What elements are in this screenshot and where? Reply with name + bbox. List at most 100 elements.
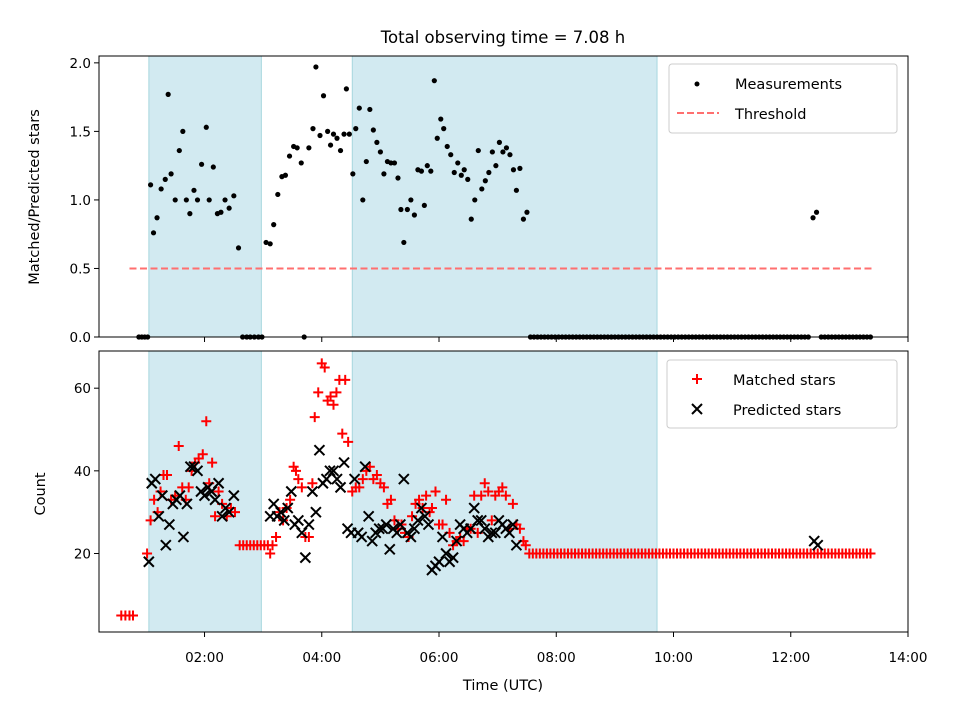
measurement-point [517, 165, 523, 171]
predicted-star-point [292, 514, 305, 527]
legend-matched-marker [692, 374, 702, 384]
matched-star-point [430, 486, 441, 497]
measurement-point [187, 211, 193, 217]
matched-star-point [437, 519, 448, 530]
measurement-point [428, 168, 434, 174]
bottom-plot-frame [98, 350, 909, 633]
measurement-point [367, 106, 373, 113]
measurement-point [162, 176, 168, 182]
y-tick-label: 1.0 [70, 193, 91, 209]
measurement-point [360, 197, 366, 203]
measurement-point [154, 215, 160, 221]
measurement-point [294, 145, 300, 151]
predicted-star-point [440, 547, 452, 560]
bottom-y-axis: 20 40 60 [74, 381, 99, 562]
matched-star-point [500, 490, 511, 501]
measurement-point [267, 241, 273, 247]
predicted-star-point [398, 473, 410, 485]
measurement-point [363, 158, 369, 165]
bottom-legend-box [666, 359, 898, 429]
matched-star-point [441, 494, 452, 505]
measurement-point [431, 78, 437, 84]
top-plot-frame [98, 55, 909, 338]
x-axis-label: Time (UTC) [462, 678, 543, 694]
measurement-point [158, 186, 164, 192]
bottom-y-axis-label: Count [33, 472, 49, 515]
matched-star-point [371, 469, 382, 480]
predicted-star-point [373, 522, 385, 535]
matched-star-point [285, 494, 296, 505]
y-tick-label: 0.5 [70, 261, 91, 277]
top-panel: 0.00.51.01.52.0 Matched/Predicted stars … [27, 55, 909, 346]
measurement-point [489, 149, 495, 155]
measurement-point [468, 216, 474, 222]
measurement-point [465, 176, 471, 182]
measurement-point [218, 209, 224, 215]
measurement-point [441, 126, 447, 132]
predicted-star-point [419, 510, 431, 523]
y-tick-label: 60 [74, 381, 91, 397]
measurement-point [320, 93, 327, 99]
matched-star-point [296, 482, 307, 493]
measurement-point [183, 197, 189, 203]
measurement-point [226, 205, 232, 211]
predicted-star-point [384, 543, 396, 556]
predicted-star-point [510, 539, 523, 551]
measurement-point [147, 182, 154, 188]
predicted-star-point [412, 514, 424, 527]
matched-star-point [267, 540, 278, 551]
matched-star-point [128, 610, 139, 621]
predicted-star-point [303, 518, 315, 531]
measurement-point [298, 160, 304, 166]
measurement-point [222, 197, 228, 203]
predicted-star-point [334, 481, 347, 494]
matched-star-point [486, 515, 497, 526]
matched-star-point [507, 498, 518, 509]
predicted-star-point [436, 531, 449, 543]
measurement-point [168, 171, 174, 177]
measurement-point [461, 167, 467, 173]
matched-star-point [340, 374, 351, 385]
predicted-star-point [450, 535, 463, 547]
x-tick-label: 02:00 [185, 650, 224, 666]
predicted-star-point [163, 518, 176, 531]
predicted-star-point [812, 539, 824, 551]
bottom-legend: Matched stars Predicted stars [666, 359, 898, 429]
matched-star-point [378, 482, 389, 493]
measurement-point [370, 127, 376, 133]
predicted-star-point [216, 510, 228, 523]
matched-star-point [271, 531, 282, 542]
measurement-point [395, 175, 401, 181]
measurement-point [455, 160, 461, 166]
measurement-point [496, 139, 502, 145]
predicted-star-point [310, 506, 322, 518]
y-tick-label: 40 [74, 464, 91, 480]
measurement-point [438, 116, 444, 122]
legend-predicted-label: Predicted stars [733, 403, 841, 419]
predicted-star-point [503, 527, 516, 539]
measurement-point [231, 193, 237, 199]
measurement-point [524, 209, 530, 215]
predicted-star-point [313, 444, 326, 456]
measurement-point [313, 64, 319, 70]
measurement-point [513, 187, 519, 193]
measurement-point [286, 153, 293, 159]
predicted-star-point [362, 510, 375, 523]
top-y-axis: 0.0 0.5 1.0 1.5 2.0 [70, 56, 99, 346]
measurement-point [235, 245, 242, 251]
measurement-point [520, 216, 527, 222]
measurement-point [191, 187, 197, 193]
measurement-point [377, 149, 383, 155]
measurement-point [448, 152, 454, 158]
matched-star-point [197, 449, 208, 460]
measurement-point [317, 132, 323, 139]
measurement-point [343, 86, 349, 92]
predicted-star-point [299, 551, 312, 564]
measurement-point [411, 212, 417, 218]
predicted-star-point [408, 522, 421, 535]
measurement-point [330, 131, 337, 137]
measurement-point [482, 178, 488, 184]
measurement-point [444, 143, 450, 150]
measurement-point [472, 197, 478, 203]
matched-star-point [183, 482, 194, 493]
